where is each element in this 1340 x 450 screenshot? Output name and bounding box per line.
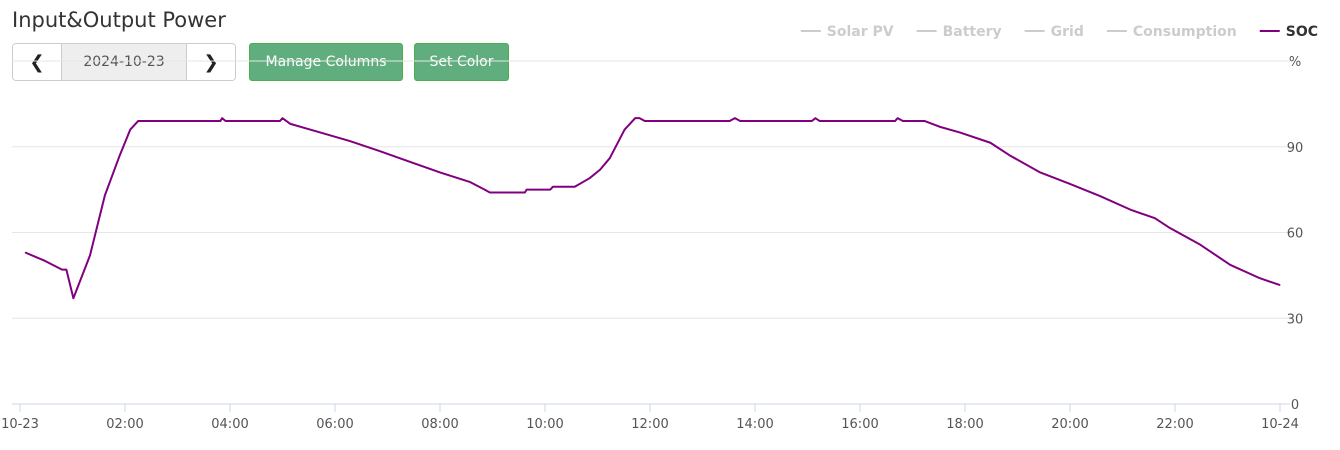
soc-point <box>1229 264 1231 266</box>
soc-point <box>319 131 321 133</box>
soc-point <box>894 120 896 122</box>
date-picker: ❮ 2024-10-23 ❯ <box>12 43 236 81</box>
soc-point <box>225 120 227 122</box>
soc-point <box>349 140 351 142</box>
soc-point <box>61 269 63 271</box>
set-color-button[interactable]: Set Color <box>414 43 509 81</box>
soc-point <box>524 191 526 193</box>
soc-point <box>489 191 491 193</box>
soc-point <box>924 120 926 122</box>
x-tick-label: 20:00 <box>1051 417 1088 432</box>
soc-point <box>599 169 601 171</box>
x-tick-label: 04:00 <box>211 417 248 432</box>
soc-point <box>959 131 961 133</box>
legend-item-solar-pv[interactable]: Solar PV <box>827 24 894 40</box>
soc-point <box>409 161 411 163</box>
soc-point <box>282 117 283 119</box>
date-display[interactable]: 2024-10-23 <box>61 44 187 80</box>
soc-point <box>574 186 576 188</box>
x-tick-label: 14:00 <box>736 417 773 432</box>
x-tick-label: 22:00 <box>1156 417 1193 432</box>
soc-point <box>221 117 223 119</box>
soc-point <box>609 157 611 159</box>
soc-point <box>1154 217 1156 219</box>
legend-item-soc[interactable]: SOC <box>1286 24 1318 40</box>
soc-point <box>89 254 91 256</box>
soc-point <box>1099 195 1101 197</box>
y-axis-unit: % <box>1289 55 1301 70</box>
soc-point <box>1069 183 1071 185</box>
soc-point <box>552 186 554 188</box>
soc-point <box>24 252 26 254</box>
soc-point <box>1009 154 1011 156</box>
soc-point <box>624 129 626 131</box>
soc-point <box>439 171 441 173</box>
soc-point <box>644 120 646 122</box>
soc-point <box>219 120 221 122</box>
soc-point <box>289 123 291 125</box>
soc-point <box>44 260 46 262</box>
soc-point <box>819 120 821 122</box>
soc-point <box>119 154 121 156</box>
x-tick-label: 18:00 <box>946 417 983 432</box>
x-tick-label: 08:00 <box>421 417 458 432</box>
soc-point <box>634 117 636 119</box>
legend-item-grid[interactable]: Grid <box>1051 24 1084 40</box>
x-tick-label: 02:00 <box>106 417 143 432</box>
legend-item-battery[interactable]: Battery <box>943 24 1002 40</box>
x-tick-label: 16:00 <box>841 417 878 432</box>
soc-point <box>137 120 139 122</box>
x-tick-label: 10-24 <box>1261 417 1299 432</box>
soc-point <box>72 297 74 299</box>
soc-point <box>814 117 816 119</box>
soc-point <box>1169 227 1171 229</box>
soc-point <box>902 120 904 122</box>
soc-line <box>24 117 1281 300</box>
soc-point <box>1279 284 1281 286</box>
page-title: Input&Output Power <box>12 8 226 32</box>
y-tick-label: 60 <box>1287 227 1304 242</box>
soc-point <box>1199 244 1201 246</box>
manage-columns-button[interactable]: Manage Columns <box>249 43 403 81</box>
soc-point <box>484 189 486 191</box>
soc-point <box>129 129 131 131</box>
soc-point <box>1039 171 1041 173</box>
soc-point <box>939 126 941 128</box>
soc-point <box>1129 209 1131 211</box>
y-tick-label: 90 <box>1287 141 1304 156</box>
chevron-left-icon[interactable]: ❮ <box>13 44 61 80</box>
soc-point <box>639 117 640 119</box>
soc-point <box>811 120 813 122</box>
x-tick-label: 10:00 <box>526 417 563 432</box>
soc-point <box>379 150 381 152</box>
soc-point <box>734 117 736 119</box>
soc-point <box>989 142 991 144</box>
x-tick-label: 06:00 <box>316 417 353 432</box>
soc-point <box>469 181 471 183</box>
legend-item-consumption[interactable]: Consumption <box>1133 24 1237 40</box>
soc-point <box>589 177 591 179</box>
soc-point <box>526 189 528 191</box>
soc-point <box>104 194 106 196</box>
x-tick-label: 12:00 <box>631 417 668 432</box>
x-tick-label: 10-23 <box>1 417 39 432</box>
soc-point <box>65 269 67 271</box>
soc-point <box>739 120 741 122</box>
chevron-right-icon[interactable]: ❯ <box>187 44 235 80</box>
soc-point <box>549 189 551 191</box>
soc-point <box>729 120 731 122</box>
soc-point <box>279 120 281 122</box>
soc-point <box>1259 277 1261 279</box>
y-tick-label: 30 <box>1287 312 1304 327</box>
soc-point <box>897 117 899 119</box>
y-tick-label: 0 <box>1291 398 1299 413</box>
